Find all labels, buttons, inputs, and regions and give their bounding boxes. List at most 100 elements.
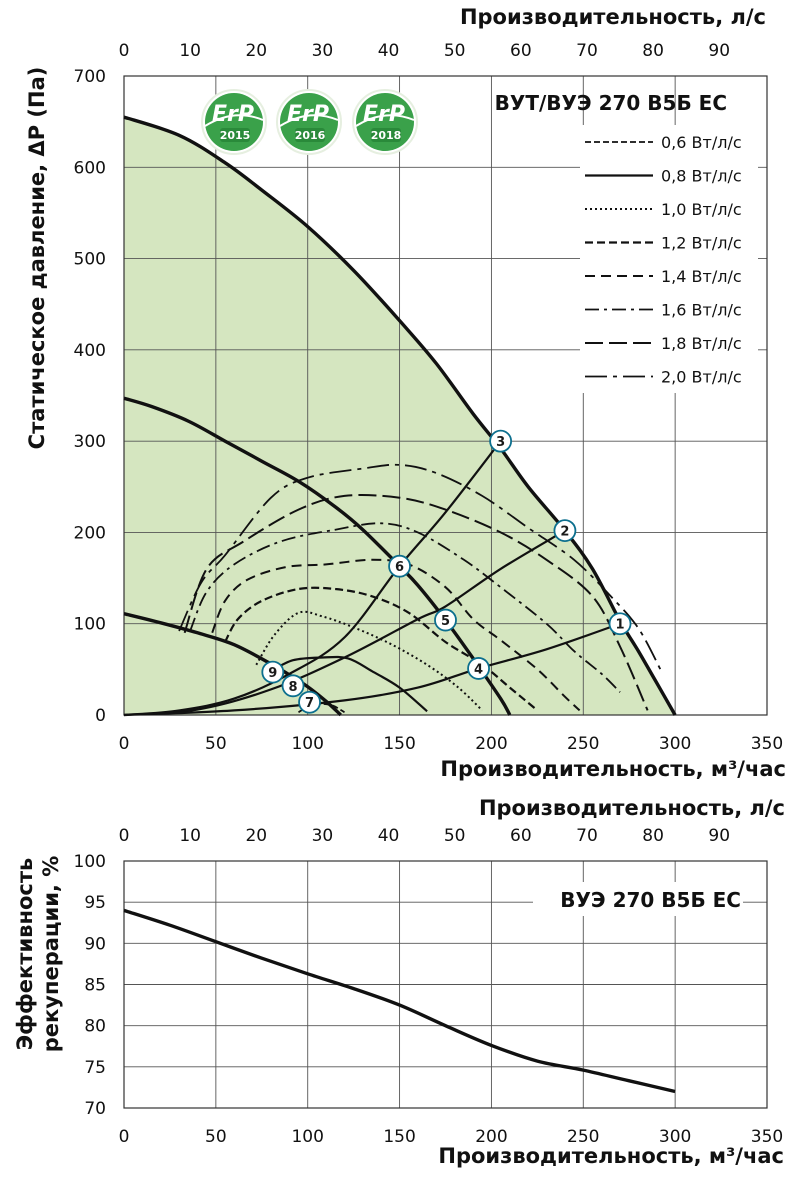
operating-point: 2 — [553, 519, 577, 543]
x2-tick-label: 20 — [245, 41, 267, 61]
operating-point-label: 6 — [395, 560, 404, 575]
y-tick-label: 300 — [74, 432, 106, 452]
efficiency-chart-grid — [123, 860, 768, 1109]
operating-point-marker — [434, 608, 457, 632]
efficiency-chart-title: ВУЭ 270 В5Б ЕС — [560, 888, 741, 912]
x-tick-label: 300 — [659, 1127, 691, 1147]
x-tick-label: 0 — [119, 1127, 130, 1147]
operating-point-label: 1 — [616, 618, 625, 633]
y-tick-label: 400 — [74, 341, 106, 361]
x-tick-label: 250 — [567, 1127, 599, 1147]
system-curve — [123, 440, 502, 717]
legend-label: 2,0 Вт/л/с — [661, 368, 742, 387]
efficiency-y-axis-title-line2: рекуперации, % — [39, 856, 63, 1053]
badge-label: ErP — [212, 102, 254, 127]
badge-swoosh — [279, 114, 339, 127]
x-tick-label: 150 — [383, 734, 415, 754]
y-tick-label: 500 — [74, 250, 106, 270]
x2-tick-label: 0 — [119, 826, 130, 846]
system-curves — [123, 440, 621, 717]
x2-tick-label: 10 — [179, 41, 201, 61]
efficiency-chart: 0 50 100 150 200 250 300 350 70 75 80 85 90 95 100 0 10 2… — [13, 796, 785, 1168]
x2-tick-label: 30 — [312, 826, 334, 846]
sfp-curve — [298, 703, 345, 714]
y-tick-label: 0 — [95, 706, 106, 726]
operating-point: 8 — [281, 674, 305, 698]
badge-year-bg — [371, 128, 401, 142]
operating-point-marker — [489, 429, 513, 453]
sfp-curve — [178, 463, 662, 670]
operating-point-marker — [467, 657, 490, 680]
operating-point-label: 4 — [474, 662, 483, 677]
y-tick-label: 100 — [74, 615, 106, 635]
x-tick-label: 200 — [475, 734, 507, 754]
x2-tick-label: 90 — [708, 41, 730, 61]
operating-point-label: 8 — [288, 680, 297, 695]
x2-tick-label: 0 — [119, 41, 130, 61]
operating-point-label: 2 — [560, 525, 569, 540]
efficiency-line — [123, 908, 676, 1094]
x2-tick-label: 10 — [179, 826, 201, 846]
operating-point: 7 — [298, 690, 321, 714]
x-tick-label: 50 — [205, 1127, 227, 1147]
sfp-curve — [183, 494, 649, 711]
x-tick-label: 0 — [119, 734, 130, 754]
legend-background — [580, 125, 758, 393]
legend-label: 0,6 Вт/л/с — [661, 133, 742, 152]
x2-tick-label: 40 — [378, 41, 400, 61]
operating-point-label: 3 — [496, 435, 505, 450]
y-tick-label: 90 — [84, 934, 106, 954]
y-tick-label: 85 — [84, 976, 106, 996]
x-tick-label: 300 — [659, 734, 691, 754]
x2-tick-label: 90 — [708, 826, 730, 846]
legend-label: 1,4 Вт/л/с — [661, 267, 742, 286]
y-axis-title: Статическое давление, ΔP (Па) — [25, 67, 49, 450]
plot-frame — [123, 75, 768, 716]
operating-point: 1 — [608, 612, 632, 636]
operating-point-label: 9 — [268, 666, 277, 681]
x2-tick-label: 80 — [642, 826, 664, 846]
plot-frame — [123, 860, 768, 1109]
operating-point: 9 — [261, 660, 285, 684]
badge-year: 2018 — [371, 129, 402, 142]
legend-label: 1,2 Вт/л/с — [661, 234, 742, 253]
x-tick-label: 100 — [291, 734, 323, 754]
y-tick-label: 80 — [84, 1017, 106, 1037]
sfp-curve — [224, 586, 539, 712]
erp-badge: ErP 2018 — [352, 89, 418, 155]
pressure-chart-ticks: 0 50 100 150 200 250 300 3500100200300400500600… — [74, 41, 784, 754]
legend-label: 1,8 Вт/л/с — [661, 334, 742, 353]
x-tick-label: 350 — [751, 734, 783, 754]
efficiency-bottom-axis-title: Производительность, м³/час — [438, 1144, 784, 1168]
legend-label: 1,0 Вт/л/с — [661, 200, 742, 219]
x2-tick-label: 30 — [312, 41, 334, 61]
efficiency-chart-ticks: 0 50 100 150 200 250 300 350 70 75 80 85 90 95 100 0 10 2… — [74, 826, 784, 1147]
operating-point-marker — [553, 519, 577, 543]
x2-tick-label: 20 — [245, 826, 267, 846]
badge-year-bg — [295, 128, 325, 142]
x2-tick-label: 50 — [444, 41, 466, 61]
efficiency-series-line — [123, 908, 676, 1094]
operating-point: 4 — [467, 657, 490, 680]
operating-point-marker — [261, 660, 285, 684]
x2-tick-label: 60 — [510, 826, 532, 846]
efficiency-y-axis-title-line1: Эффективность — [13, 858, 37, 1051]
operating-point-marker — [281, 674, 305, 698]
badge-label: ErP — [363, 102, 405, 127]
x-tick-label: 150 — [383, 1127, 415, 1147]
badge-year: 2016 — [295, 129, 326, 142]
operating-points: 1 2 3 4 5 6 789 — [261, 429, 632, 714]
y-tick-label: 75 — [84, 1058, 106, 1078]
x2-tick-label: 80 — [642, 41, 664, 61]
operating-point-label: 5 — [441, 614, 450, 629]
x2-tick-label: 70 — [576, 826, 598, 846]
title-background — [533, 882, 743, 916]
erp-badges: ErP 2015 ErP 2016 ErP 2018 — [201, 89, 418, 155]
sfp-curve — [189, 522, 621, 693]
legend-label: 1,6 Вт/л/с — [661, 301, 742, 320]
badge-year: 2015 — [220, 129, 251, 142]
operating-point-label: 7 — [305, 696, 314, 711]
